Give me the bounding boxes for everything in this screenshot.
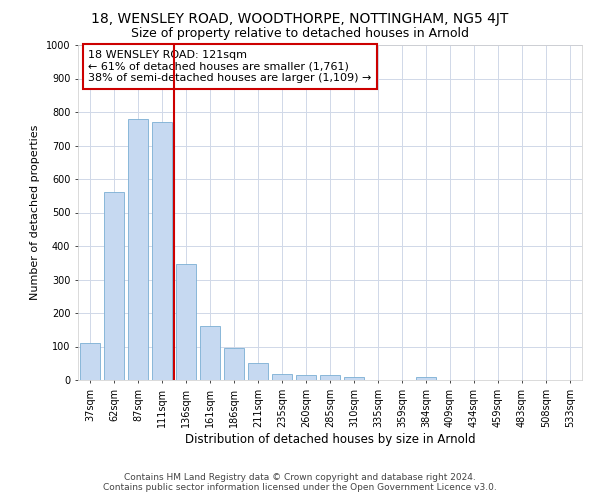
Bar xyxy=(104,192,124,380)
Bar xyxy=(248,363,268,380)
Y-axis label: Number of detached properties: Number of detached properties xyxy=(31,125,40,300)
Bar xyxy=(128,118,148,380)
Bar xyxy=(224,348,244,380)
Text: 18, WENSLEY ROAD, WOODTHORPE, NOTTINGHAM, NG5 4JT: 18, WENSLEY ROAD, WOODTHORPE, NOTTINGHAM… xyxy=(91,12,509,26)
Bar xyxy=(176,264,196,380)
Bar xyxy=(80,343,100,380)
Text: 18 WENSLEY ROAD: 121sqm
← 61% of detached houses are smaller (1,761)
38% of semi: 18 WENSLEY ROAD: 121sqm ← 61% of detache… xyxy=(88,50,371,83)
Bar xyxy=(152,122,172,380)
Bar xyxy=(344,376,364,380)
Bar xyxy=(200,326,220,380)
X-axis label: Distribution of detached houses by size in Arnold: Distribution of detached houses by size … xyxy=(185,432,475,446)
Text: Size of property relative to detached houses in Arnold: Size of property relative to detached ho… xyxy=(131,28,469,40)
Bar xyxy=(272,374,292,380)
Bar xyxy=(320,376,340,380)
Bar xyxy=(416,378,436,380)
Text: Contains HM Land Registry data © Crown copyright and database right 2024.
Contai: Contains HM Land Registry data © Crown c… xyxy=(103,473,497,492)
Bar xyxy=(296,376,316,380)
